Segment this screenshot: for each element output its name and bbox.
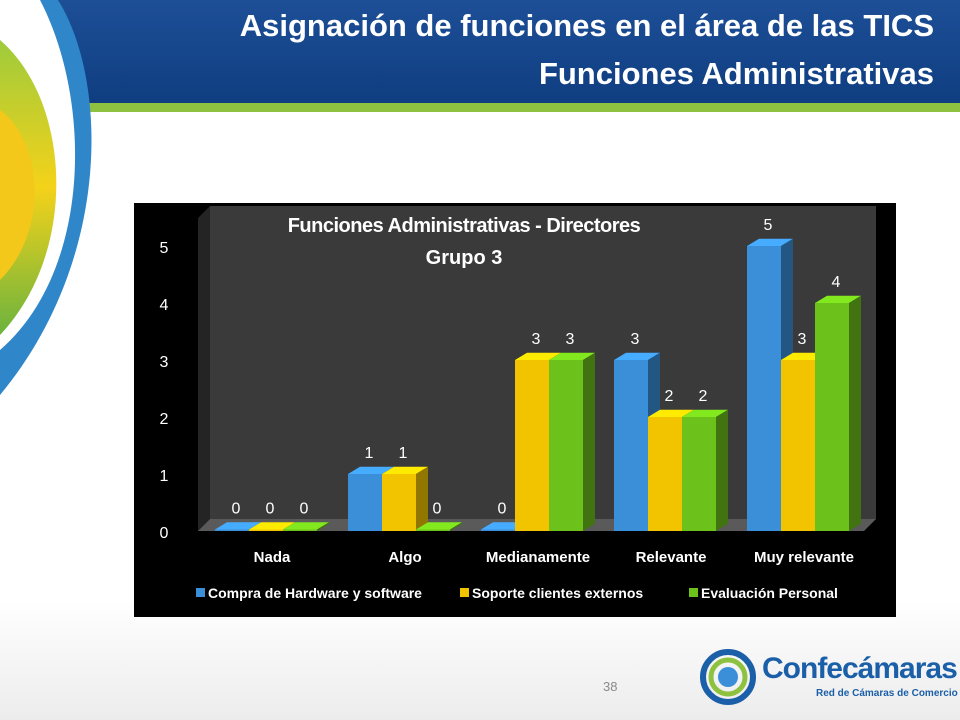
brand-ring-icon bbox=[700, 649, 756, 705]
data-label: 3 bbox=[532, 331, 541, 348]
bar-top bbox=[249, 522, 295, 530]
chart-title: Funciones Administrativas - Directores bbox=[287, 215, 641, 237]
bar-top bbox=[515, 352, 561, 360]
legend-swatch bbox=[460, 588, 469, 597]
legend-swatch bbox=[689, 588, 698, 597]
bar bbox=[283, 522, 329, 531]
legend-label: Soporte clientes externos bbox=[472, 585, 643, 601]
slide-header bbox=[0, 0, 960, 104]
x-tick-label: Relevante bbox=[636, 549, 707, 566]
data-label: 5 bbox=[764, 217, 773, 234]
bar bbox=[549, 352, 595, 531]
footer-background bbox=[0, 600, 960, 720]
bar-front bbox=[481, 529, 515, 531]
bar-top bbox=[283, 522, 329, 530]
legend-entry: Compra de Hardware y software bbox=[196, 585, 422, 601]
bar-front bbox=[614, 360, 648, 531]
bar bbox=[382, 466, 428, 531]
page-number: 38 bbox=[603, 679, 618, 694]
data-label: 2 bbox=[665, 388, 674, 405]
bar-side bbox=[416, 466, 428, 531]
brand-logo: Confecámaras Red de Cámaras de Comercio bbox=[698, 648, 958, 706]
bar bbox=[416, 522, 462, 531]
header-accent-stripe bbox=[0, 103, 960, 112]
y-tick-label: 3 bbox=[160, 354, 169, 371]
legend-entry: Evaluación Personal bbox=[689, 585, 838, 601]
data-label: 3 bbox=[566, 331, 575, 348]
bar-chart: 0 1 2 3 4 5 0 0 0 Nada 1 1 0 Algo 0 3 3 Medianamente 3 2 2 Re… bbox=[160, 206, 876, 601]
y-tick-label: 2 bbox=[160, 411, 169, 428]
bar-front bbox=[283, 529, 317, 531]
data-label: 1 bbox=[399, 445, 408, 462]
data-label: 0 bbox=[266, 501, 275, 518]
bar-side bbox=[450, 522, 462, 531]
bar-front bbox=[515, 360, 549, 531]
bar-front bbox=[382, 474, 416, 531]
bar-front bbox=[682, 417, 716, 531]
x-tick-label: Nada bbox=[254, 549, 291, 566]
bar-side bbox=[583, 352, 595, 531]
y-tick-label: 0 bbox=[160, 525, 169, 542]
bar-top bbox=[682, 409, 728, 417]
data-label: 2 bbox=[699, 388, 708, 405]
bar-front bbox=[215, 529, 249, 531]
y-tick-label: 1 bbox=[160, 468, 169, 485]
y-tick-label: 4 bbox=[160, 297, 169, 314]
bar-top bbox=[416, 522, 462, 530]
bar bbox=[682, 409, 728, 531]
data-label: 0 bbox=[433, 501, 442, 518]
data-label: 0 bbox=[232, 501, 241, 518]
chart-container: 0 1 2 3 4 5 0 0 0 Nada 1 1 0 Algo 0 3 3 Medianamente 3 2 2 Re… bbox=[134, 203, 896, 617]
data-label: 0 bbox=[498, 501, 507, 518]
data-label: 4 bbox=[832, 274, 841, 291]
bar-front bbox=[747, 246, 781, 531]
bar bbox=[815, 295, 861, 531]
bar-front bbox=[549, 360, 583, 531]
bar-front bbox=[348, 474, 382, 531]
bar-front bbox=[416, 529, 450, 531]
brand-name: Confecámaras bbox=[762, 652, 958, 685]
bar-top bbox=[215, 522, 261, 530]
bar-side bbox=[716, 409, 728, 531]
bar-front bbox=[815, 303, 849, 531]
legend-label: Compra de Hardware y software bbox=[208, 585, 422, 601]
legend-label: Evaluación Personal bbox=[701, 585, 838, 601]
legend-entry: Soporte clientes externos bbox=[460, 585, 643, 601]
bar-top bbox=[382, 466, 428, 474]
bar-top bbox=[815, 295, 861, 303]
decorative-swoosh-icon bbox=[0, 0, 92, 395]
bar-front bbox=[781, 360, 815, 531]
chart-subtitle: Grupo 3 bbox=[425, 247, 503, 269]
x-tick-label: Algo bbox=[388, 549, 421, 566]
bar-top bbox=[614, 352, 660, 360]
data-label: 3 bbox=[798, 331, 807, 348]
bar-top bbox=[648, 409, 694, 417]
data-label: 3 bbox=[631, 331, 640, 348]
slide-title: Asignación de funciones en el área de la… bbox=[239, 8, 934, 43]
bar-side bbox=[317, 522, 329, 531]
data-label: 1 bbox=[365, 445, 374, 462]
brand-subtitle: Red de Cámaras de Comercio bbox=[816, 688, 958, 699]
y-tick-label: 5 bbox=[160, 240, 169, 257]
bar-top bbox=[747, 238, 793, 246]
bar-side bbox=[849, 295, 861, 531]
bar-front bbox=[249, 529, 283, 531]
slide-subtitle: Funciones Administrativas bbox=[538, 56, 934, 91]
x-tick-label: Medianamente bbox=[486, 549, 590, 566]
bar-top bbox=[348, 466, 394, 474]
legend-swatch bbox=[196, 588, 205, 597]
chart-side-wall bbox=[198, 206, 210, 531]
x-tick-label: Muy relevante bbox=[754, 549, 854, 566]
data-label: 0 bbox=[300, 501, 309, 518]
bar-top bbox=[549, 352, 595, 360]
bar-front bbox=[648, 417, 682, 531]
